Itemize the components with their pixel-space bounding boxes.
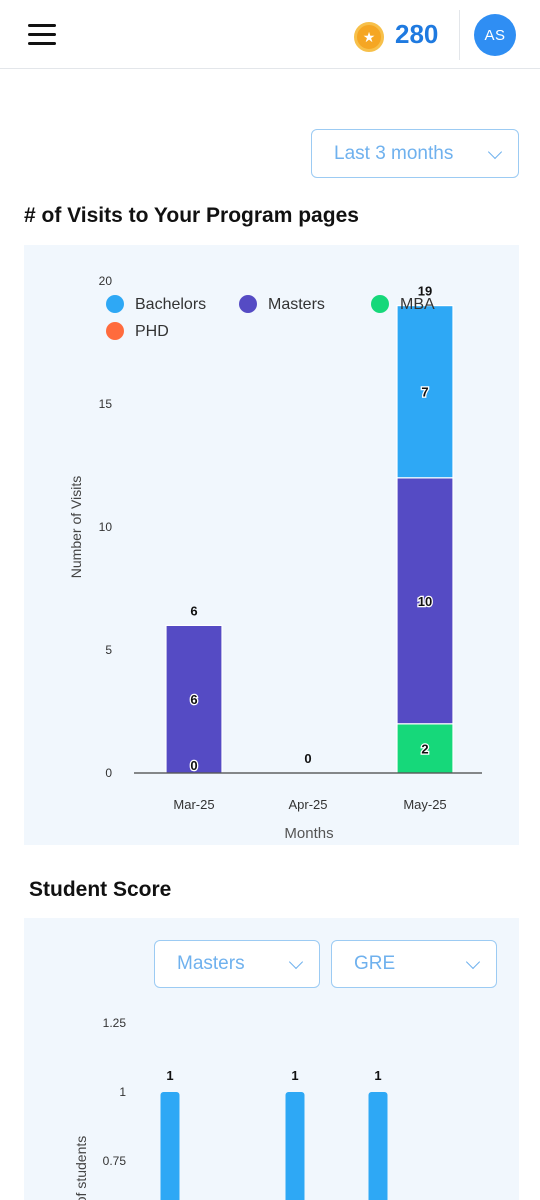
score-bar-value-label: 1: [166, 1068, 173, 1083]
bar-bachelors-may-25: [396, 304, 454, 479]
segment-value-label: 10: [418, 594, 432, 609]
x-axis-label: Months: [284, 825, 333, 842]
score-bar: [285, 1092, 305, 1200]
score-bar-value-label: 1: [291, 1068, 298, 1083]
test-select-value: GRE: [354, 953, 396, 974]
legend-swatch-phd: [106, 322, 124, 340]
x-tick-label: Mar-25: [173, 797, 214, 812]
star-coin-icon: ★: [354, 22, 384, 52]
test-select[interactable]: GRE: [331, 940, 497, 988]
y-tick-label: 5: [105, 643, 112, 657]
y-axis-label: Number of Visits: [68, 476, 84, 578]
chevron-down-icon: [487, 144, 503, 159]
legend-label-masters: Masters: [268, 296, 325, 313]
legend-label-mba: MBA: [400, 296, 435, 313]
y-tick-label: 1.25: [103, 1016, 127, 1030]
score-bar-value-label: 1: [374, 1068, 381, 1083]
bar-total-label: 0: [304, 751, 311, 766]
legend-swatch-masters: [239, 295, 257, 313]
hamburger-menu-icon[interactable]: [28, 24, 56, 46]
student-score-chart: 0.75 1 1.25 of students 1 1 1: [73, 1016, 388, 1200]
segment-value-label: 0: [190, 758, 197, 773]
date-range-select-value: Last 3 months: [334, 142, 454, 164]
date-range-select[interactable]: Last 3 months: [311, 129, 519, 178]
y-tick-label: 1: [119, 1085, 126, 1099]
segment-value-label: 6: [190, 692, 197, 707]
visits-chart-title: # of Visits to Your Program pages: [24, 204, 359, 227]
y-tick-label: 15: [99, 397, 113, 411]
student-score-panel: Masters GRE 0.75 1 1.25 of students 1 1 1: [24, 918, 519, 1200]
y-tick-label: 10: [99, 520, 113, 534]
bar-mba-may-25: [396, 723, 454, 774]
score-bar: [160, 1092, 180, 1200]
y-tick-label: 0.75: [103, 1154, 127, 1168]
visits-chart-panel: 0 5 10 15 20 Number of Visits 0 6 2 10 7 6 0 19 Mar-25…: [24, 245, 519, 845]
legend-label-bachelors: Bachelors: [135, 296, 206, 313]
coin-count: 280: [395, 19, 439, 49]
bar-total-label: 6: [190, 603, 197, 618]
y-tick-label: 0: [105, 766, 112, 780]
top-bar: ★ 280 AS: [0, 0, 540, 69]
avatar[interactable]: AS: [474, 14, 516, 56]
visits-chart: 0 5 10 15 20 Number of Visits 0 6 2 10 7 6 0 19 Mar-25…: [68, 274, 482, 842]
x-tick-label: May-25: [403, 797, 446, 812]
score-bar: [368, 1092, 388, 1200]
y-tick-label: 20: [99, 274, 113, 288]
legend-swatch-mba: [371, 295, 389, 313]
student-score-title: Student Score: [29, 878, 172, 901]
legend-swatch-bachelors: [106, 295, 124, 313]
segment-value-label: 7: [421, 385, 428, 400]
program-select[interactable]: Masters: [154, 940, 320, 988]
program-select-value: Masters: [177, 953, 245, 974]
header-divider: [459, 10, 460, 60]
x-tick-label: Apr-25: [288, 797, 327, 812]
y-axis-label: of students: [73, 1136, 89, 1200]
legend-label-phd: PHD: [135, 323, 169, 340]
bar-masters-mar-25: [165, 624, 223, 774]
segment-value-label: 2: [421, 741, 428, 756]
bar-total-label: 19: [418, 284, 432, 299]
